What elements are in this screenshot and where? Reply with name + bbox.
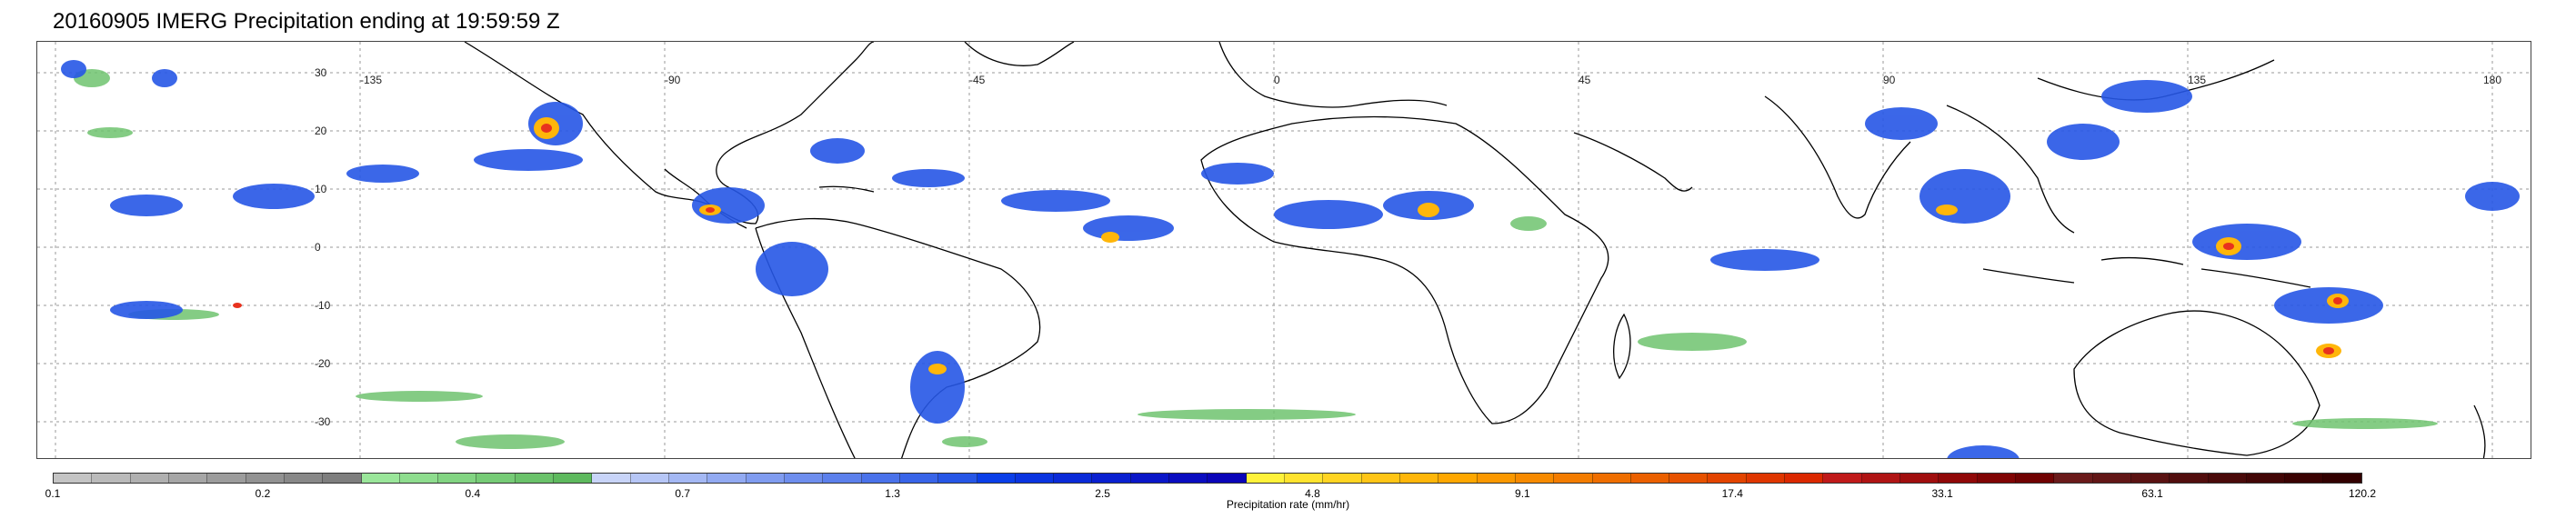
colorbar-segment [554, 474, 593, 483]
colorbar-segment [1746, 474, 1786, 483]
colorbar-segment [92, 474, 131, 483]
colorbar-segment [1939, 474, 1978, 483]
colorbar-tick-label: 17.4 [1721, 487, 1743, 500]
colorbar-segment [2092, 474, 2131, 483]
colorbar-segment [707, 474, 747, 483]
map-gridlines [37, 42, 2531, 458]
colorbar-segment [1169, 474, 1208, 483]
colorbar-segment [54, 474, 93, 483]
colorbar-tick-label: 2.5 [1095, 487, 1110, 500]
precipitation-layer [61, 60, 2520, 458]
colorbar-segment [130, 474, 169, 483]
colorbar [53, 473, 2362, 484]
colorbar-segment [938, 474, 977, 483]
lat-label: 20 [315, 125, 327, 137]
colorbar-segment [1785, 474, 1824, 483]
colorbar-segment [746, 474, 785, 483]
colorbar-segment [168, 474, 208, 483]
colorbar-segment [399, 474, 439, 483]
colorbar-label: Precipitation rate (mm/hr) [1226, 498, 1350, 511]
colorbar-segment [1708, 474, 1747, 483]
colorbar-segment [1630, 474, 1670, 483]
colorbar-segment [630, 474, 669, 483]
lat-label: 30 [315, 66, 327, 79]
colorbar-segment [2246, 474, 2286, 483]
colorbar-segment [1054, 474, 1093, 483]
colorbar-segment [1438, 474, 1478, 483]
colorbar-segment [2054, 474, 2093, 483]
colorbar-segment [2015, 474, 2055, 483]
lon-label: 0 [1274, 74, 1280, 86]
colorbar-segment [1092, 474, 1131, 483]
colorbar-segment [784, 474, 824, 483]
colorbar-segment [1399, 474, 1439, 483]
lon-label: -135 [360, 74, 382, 86]
colorbar-tick-label: 120.2 [2348, 487, 2377, 500]
colorbar-segment [1592, 474, 1631, 483]
map-canvas: 30 20 10 0 -10 -20 -30 -135 -90 -45 0 45… [37, 42, 2531, 458]
lon-label: -45 [969, 74, 986, 86]
colorbar-segment [246, 474, 285, 483]
colorbar-segment [977, 474, 1016, 483]
lat-label: 10 [315, 183, 327, 195]
colorbar-segment [1208, 474, 1247, 483]
colorbar-segment [438, 474, 477, 483]
colorbar-tick-label: 63.1 [2141, 487, 2163, 500]
lon-label: 135 [2188, 74, 2206, 86]
colorbar-segment [323, 474, 362, 483]
colorbar-segment [861, 474, 900, 483]
colorbar-tick-label: 0.7 [675, 487, 691, 500]
colorbar-segment [2170, 474, 2209, 483]
lat-label: -30 [315, 415, 331, 428]
lat-label: 0 [315, 241, 321, 254]
colorbar-tick-label: 33.1 [1931, 487, 1953, 500]
colorbar-segment [1554, 474, 1593, 483]
latitude-labels: 30 20 10 0 -10 -20 -30 [315, 66, 331, 428]
lon-label: 180 [2483, 74, 2501, 86]
colorbar-segment [1285, 474, 1324, 483]
colorbar-tick-label: 1.3 [885, 487, 900, 500]
colorbar-segment [1669, 474, 1709, 483]
precipitation-map: 30 20 10 0 -10 -20 -30 -135 -90 -45 0 45… [36, 41, 2531, 459]
colorbar-segment [1823, 474, 1862, 483]
lat-label: -10 [315, 299, 331, 312]
colorbar-tick-label: 0.1 [45, 487, 61, 500]
map-title: 20160905 IMERG Precipitation ending at 1… [53, 9, 560, 34]
colorbar-segment [2208, 474, 2247, 483]
colorbar-segment [1361, 474, 1400, 483]
longitude-labels: -135 -90 -45 0 45 90 135 180 [360, 74, 2501, 86]
colorbar-segment [669, 474, 708, 483]
colorbar-segment [1130, 474, 1170, 483]
lat-label: -20 [315, 357, 331, 370]
colorbar-segment [284, 474, 324, 483]
colorbar-segment [2323, 474, 2361, 483]
colorbar-segment [1515, 474, 1555, 483]
colorbar-segment [1900, 474, 1940, 483]
colorbar-segment [1861, 474, 1900, 483]
colorbar-segment [2285, 474, 2324, 483]
colorbar-segment [2130, 474, 2170, 483]
lon-label: 45 [1579, 74, 1591, 86]
colorbar-segment [476, 474, 516, 483]
colorbar-tick-label: 4.8 [1305, 487, 1320, 500]
colorbar-tick-label: 0.2 [255, 487, 271, 500]
colorbar-ticks: 0.1 0.2 0.4 0.7 1.3 2.5 4.8 9.1 17.4 33.1 63.1 120.… [45, 487, 2376, 500]
colorbar-segment [1323, 474, 1362, 483]
colorbar-segment [1015, 474, 1055, 483]
colorbar-segment [361, 474, 400, 483]
colorbar-segment [1246, 474, 1285, 483]
colorbar-segment [823, 474, 862, 483]
colorbar-segment [899, 474, 939, 483]
colorbar-tick-label: 0.4 [465, 487, 481, 500]
colorbar-segment [592, 474, 631, 483]
colorbar-segment [207, 474, 246, 483]
colorbar-segment [1977, 474, 2016, 483]
colorbar-tick-label: 9.1 [1515, 487, 1530, 500]
lon-label: -90 [665, 74, 681, 86]
colorbar-segment [515, 474, 555, 483]
lon-label: 90 [1883, 74, 1896, 86]
colorbar-segment [1477, 474, 1516, 483]
